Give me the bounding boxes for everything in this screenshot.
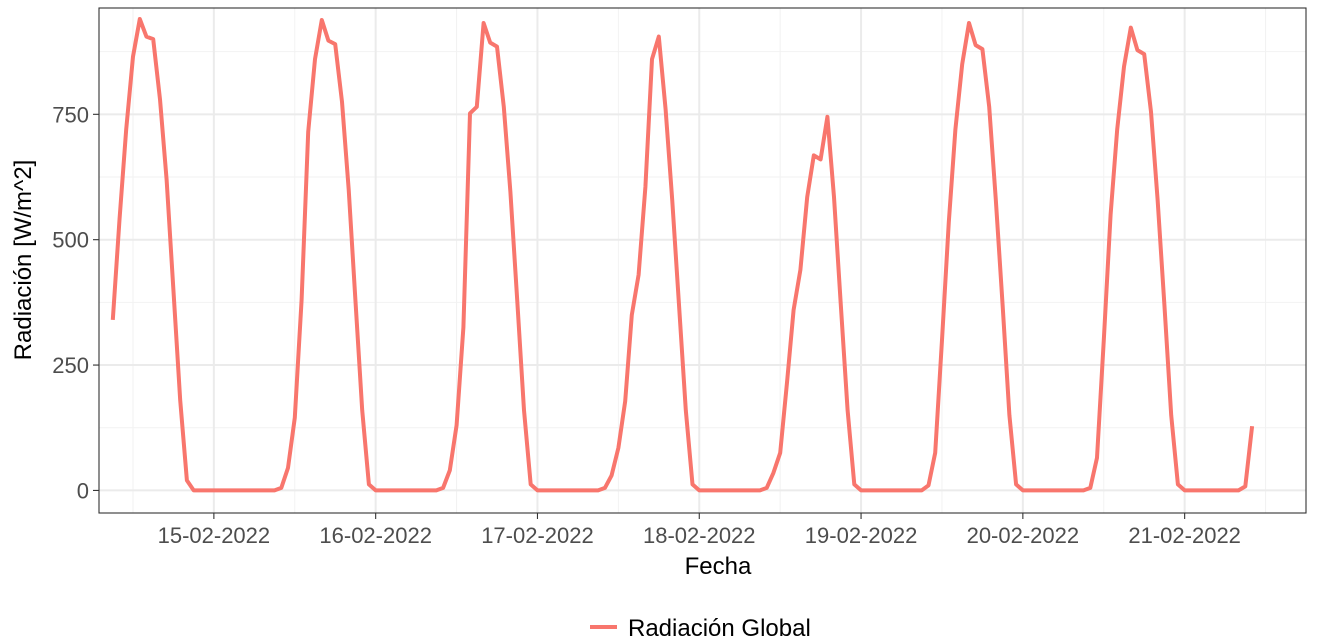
grid-major — [99, 8, 1306, 513]
y-tick-label: 750 — [52, 102, 89, 127]
series-line — [110, 17, 1255, 493]
x-tick-label: 20-02-2022 — [967, 523, 1080, 548]
x-tick-label: 15-02-2022 — [158, 523, 271, 548]
grid-minor — [99, 8, 1306, 513]
x-tick-label: 21-02-2022 — [1128, 523, 1241, 548]
series-layer — [110, 17, 1255, 493]
y-tick-label: 250 — [52, 353, 89, 378]
y-tick-label: 500 — [52, 228, 89, 253]
legend: Radiación Global — [590, 615, 811, 642]
y-axis: 0 250 500 750 — [52, 102, 99, 503]
y-axis-title: Radiación [W/m^2] — [10, 160, 37, 361]
x-tick-label: 17-02-2022 — [481, 523, 594, 548]
x-tick-label: 18-02-2022 — [643, 523, 756, 548]
x-axis-title: Fecha — [685, 553, 752, 580]
x-axis: 15-02-2022 16-02-2022 17-02-2022 18-02-2022… — [158, 513, 1241, 548]
x-tick-label: 19-02-2022 — [805, 523, 918, 548]
y-tick-label: 0 — [77, 478, 89, 503]
x-tick-label: 16-02-2022 — [319, 523, 432, 548]
panel-border — [98, 7, 1307, 514]
legend-label: Radiación Global — [628, 615, 811, 642]
